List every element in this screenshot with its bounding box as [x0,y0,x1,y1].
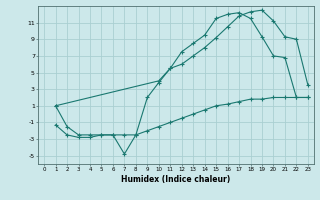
X-axis label: Humidex (Indice chaleur): Humidex (Indice chaleur) [121,175,231,184]
